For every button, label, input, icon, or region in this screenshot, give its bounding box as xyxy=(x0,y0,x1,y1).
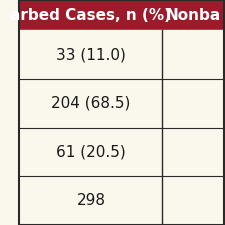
Bar xyxy=(20,30,223,79)
Text: 298: 298 xyxy=(76,193,105,208)
Text: arbed Cases, n (%): arbed Cases, n (%) xyxy=(10,8,171,23)
Bar xyxy=(162,0,223,30)
Text: 204 (68.5): 204 (68.5) xyxy=(51,96,130,111)
Text: Nonba: Nonba xyxy=(165,8,220,23)
Bar xyxy=(20,0,162,30)
Bar xyxy=(20,128,223,176)
Text: 33 (11.0): 33 (11.0) xyxy=(56,47,126,62)
Bar xyxy=(20,176,223,225)
Bar xyxy=(20,79,223,128)
Text: 61 (20.5): 61 (20.5) xyxy=(56,144,126,160)
